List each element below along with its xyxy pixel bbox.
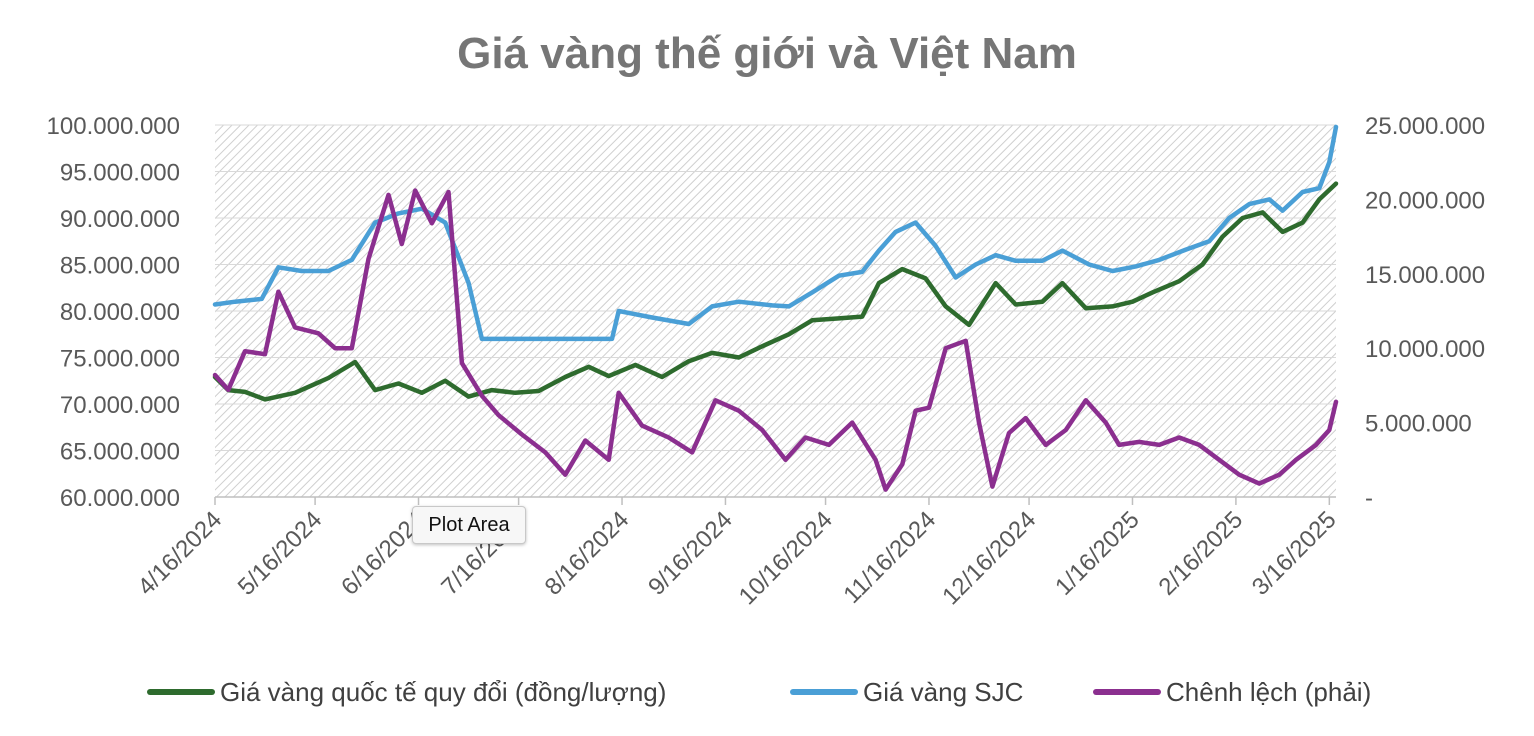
right-axis: - 5.000.000 10.000.000 15.000.000 20.000.000… bbox=[1365, 113, 1485, 512]
series-line-1[interactable] bbox=[212, 124, 1339, 342]
right-tick-label: 15.000.000 bbox=[1365, 262, 1485, 289]
left-tick-label: 95.000.000 bbox=[60, 160, 180, 187]
right-tick-label: 20.000.000 bbox=[1365, 187, 1485, 214]
x-tick-label: 4/16/2024 bbox=[133, 506, 228, 601]
legend-label: Giá vàng SJC bbox=[863, 677, 1023, 707]
left-tick-label: 85.000.000 bbox=[60, 253, 180, 280]
right-tick-label: 10.000.000 bbox=[1365, 336, 1485, 363]
left-tick-label: 90.000.000 bbox=[60, 206, 180, 233]
right-tick-label: 25.000.000 bbox=[1365, 113, 1485, 140]
legend: Giá vàng quốc tế quy đổi (đồng/lượng) Giá… bbox=[147, 677, 1371, 707]
right-tick-label: 5.000.000 bbox=[1365, 411, 1472, 438]
left-axis: 60.000.000 65.000.000 70.000.000 75.000.000… bbox=[47, 113, 180, 512]
legend-label: Chênh lệch (phải) bbox=[1166, 677, 1371, 707]
right-tick-label: - bbox=[1365, 485, 1373, 512]
left-tick-label: 80.000.000 bbox=[60, 299, 180, 326]
x-tick-label: 8/16/2024 bbox=[540, 506, 635, 601]
x-tick-label: 11/16/2024 bbox=[838, 506, 941, 609]
x-tick-label: 10/16/2024 bbox=[734, 506, 838, 610]
left-tick-label: 70.000.000 bbox=[60, 392, 180, 419]
series-line-2[interactable] bbox=[212, 188, 1339, 492]
x-tick-label: 12/16/2024 bbox=[937, 506, 1041, 610]
series-line-0[interactable] bbox=[212, 181, 1339, 402]
series-lines bbox=[212, 124, 1339, 492]
x-tick-label: 5/16/2024 bbox=[233, 506, 328, 601]
left-tick-label: 65.000.000 bbox=[60, 439, 180, 466]
x-tick-label: 9/16/2024 bbox=[643, 506, 738, 601]
x-axis: 4/16/2024 5/16/2024 6/16/2024 7/16/2024 8/16… bbox=[133, 496, 1342, 610]
legend-label: Giá vàng quốc tế quy đổi (đồng/lượng) bbox=[220, 677, 666, 707]
x-tick-label: 3/16/2025 bbox=[1247, 506, 1342, 601]
chart-title: Giá vàng thế giới và Việt Nam bbox=[457, 29, 1077, 78]
x-tick-label: 2/16/2025 bbox=[1154, 506, 1249, 601]
x-tick-label: 1/16/2025 bbox=[1050, 506, 1145, 601]
left-tick-label: 100.000.000 bbox=[47, 113, 180, 140]
plot-area-tooltip: Plot Area bbox=[412, 506, 526, 544]
left-tick-label: 75.000.000 bbox=[60, 346, 180, 373]
left-tick-label: 60.000.000 bbox=[60, 485, 180, 512]
